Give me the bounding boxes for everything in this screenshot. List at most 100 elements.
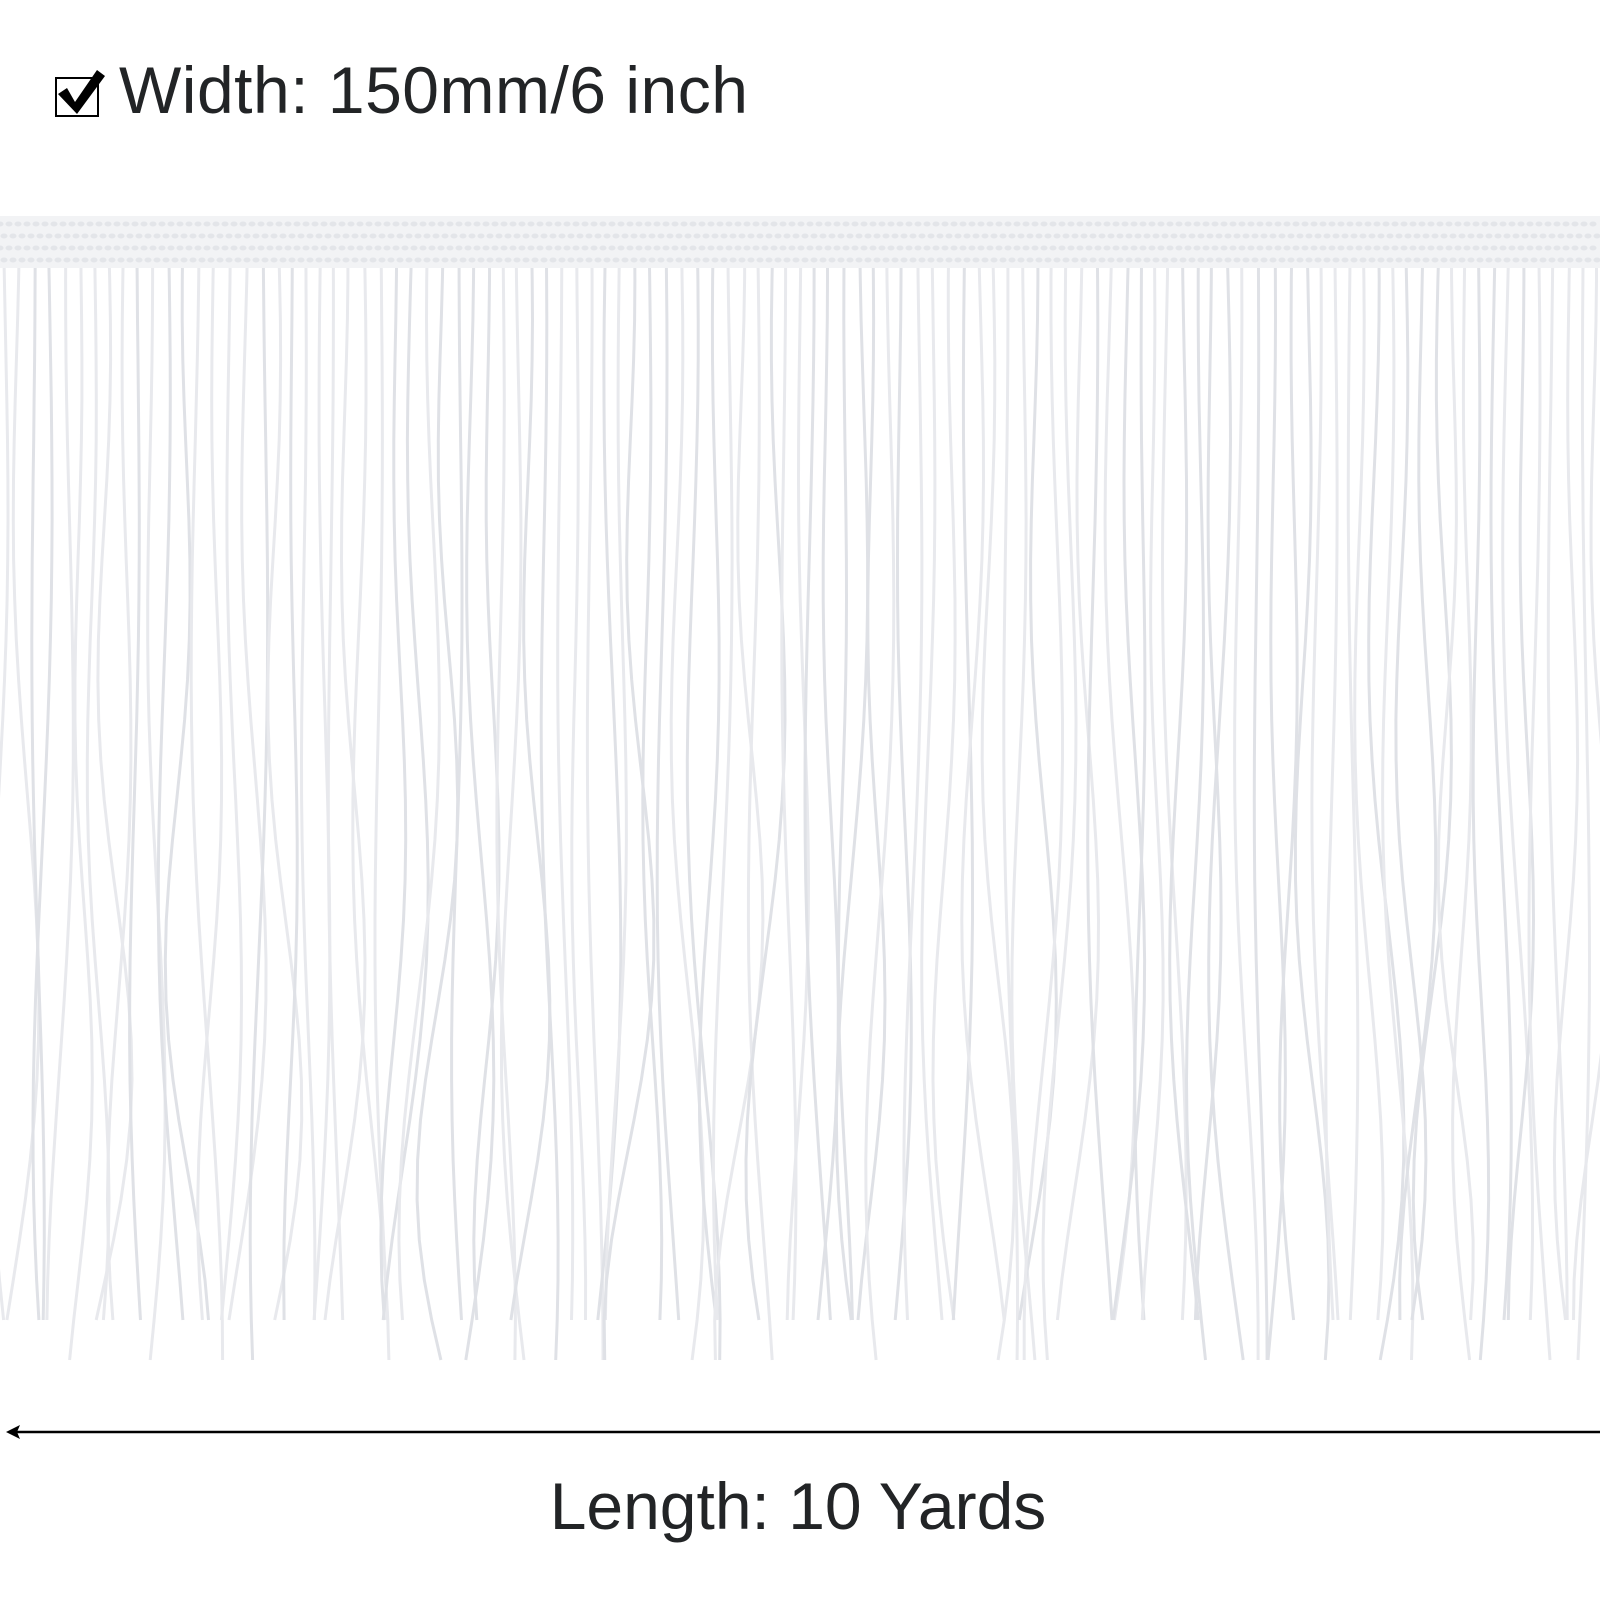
fringe-strand — [697, 259, 721, 1321]
band-weave — [1044, 257, 1052, 263]
band-weave — [491, 221, 499, 227]
band-weave — [90, 257, 98, 263]
band-weave — [1206, 233, 1214, 239]
band-weave — [482, 245, 490, 251]
band-weave — [198, 233, 206, 239]
band-weave — [1004, 221, 1012, 227]
band-weave — [1215, 233, 1223, 239]
band-weave — [342, 257, 350, 263]
band-weave — [738, 233, 746, 239]
band-weave — [144, 233, 152, 239]
fringe-strand — [893, 259, 913, 1321]
band-weave — [18, 257, 26, 263]
band-weave — [1040, 245, 1048, 251]
band-weave — [122, 221, 130, 227]
band-weave — [1067, 245, 1075, 251]
band-weave — [797, 245, 805, 251]
fringe-strand — [472, 259, 501, 1321]
band-weave — [378, 233, 386, 239]
band-weave — [671, 221, 679, 227]
band-weave — [324, 257, 332, 263]
band-weave — [900, 257, 908, 263]
fringe-strand — [641, 259, 664, 1321]
band-weave — [1458, 257, 1466, 263]
band-weave — [351, 257, 359, 263]
band-weave — [531, 257, 539, 263]
band-weave — [468, 233, 476, 239]
band-weave — [1287, 257, 1295, 263]
band-weave — [572, 245, 580, 251]
band-weave — [459, 233, 467, 239]
band-weave — [261, 257, 269, 263]
band-weave — [923, 245, 931, 251]
band-weave — [1035, 257, 1043, 263]
band-weave — [1346, 245, 1354, 251]
band-weave — [410, 221, 418, 227]
band-weave — [324, 233, 332, 239]
band-weave — [999, 233, 1007, 239]
band-weave — [1031, 245, 1039, 251]
band-weave — [342, 233, 350, 239]
band-weave — [1247, 221, 1255, 227]
band-weave — [1107, 257, 1115, 263]
band-weave — [662, 245, 670, 251]
band-weave — [162, 233, 170, 239]
fringe-strand — [713, 259, 765, 1361]
band-weave — [1310, 245, 1318, 251]
band-weave — [59, 245, 67, 251]
band-weave — [882, 233, 890, 239]
band-weave — [1463, 221, 1471, 227]
band-weave — [45, 257, 53, 263]
band-weave — [356, 245, 364, 251]
fringe-strand — [1252, 259, 1269, 1361]
band-weave — [1562, 221, 1570, 227]
band-weave — [1400, 245, 1408, 251]
band-weave — [365, 245, 373, 251]
band-weave — [1485, 233, 1493, 239]
band-weave — [707, 245, 715, 251]
band-weave — [1494, 257, 1502, 263]
fringe-strand — [1140, 259, 1165, 1321]
band-weave — [239, 245, 247, 251]
band-weave — [752, 245, 760, 251]
band-weave — [302, 221, 310, 227]
fringe-strand — [1184, 259, 1207, 1361]
band-weave — [986, 245, 994, 251]
band-weave — [1274, 245, 1282, 251]
band-weave — [45, 233, 53, 239]
band-weave — [644, 245, 652, 251]
band-weave — [788, 245, 796, 251]
band-weave — [621, 233, 629, 239]
band-weave — [1116, 257, 1124, 263]
band-weave — [1179, 257, 1187, 263]
band-weave — [743, 245, 751, 251]
band-weave — [1404, 233, 1412, 239]
band-weave — [459, 257, 467, 263]
band-weave — [626, 221, 634, 227]
band-weave — [171, 233, 179, 239]
band-weave — [270, 257, 278, 263]
band-weave — [230, 221, 238, 227]
fringe-strand — [585, 259, 605, 1361]
band-weave — [1314, 257, 1322, 263]
fringe-strand — [780, 260, 798, 1321]
band-weave — [54, 257, 62, 263]
band-weave — [1143, 257, 1151, 263]
band-weave — [1184, 221, 1192, 227]
band-weave — [1103, 245, 1111, 251]
band-weave — [486, 257, 494, 263]
band-weave — [639, 257, 647, 263]
band-weave — [536, 245, 544, 251]
band-weave — [1341, 233, 1349, 239]
band-weave — [1431, 233, 1439, 239]
band-weave — [1256, 221, 1264, 227]
band-weave — [581, 245, 589, 251]
band-weave — [1206, 257, 1214, 263]
fringe-strand — [785, 259, 811, 1321]
band-weave — [257, 221, 265, 227]
band-weave — [887, 221, 895, 227]
band-weave — [1319, 245, 1327, 251]
band-weave — [1323, 233, 1331, 239]
band-weave — [198, 257, 206, 263]
band-weave — [527, 221, 535, 227]
